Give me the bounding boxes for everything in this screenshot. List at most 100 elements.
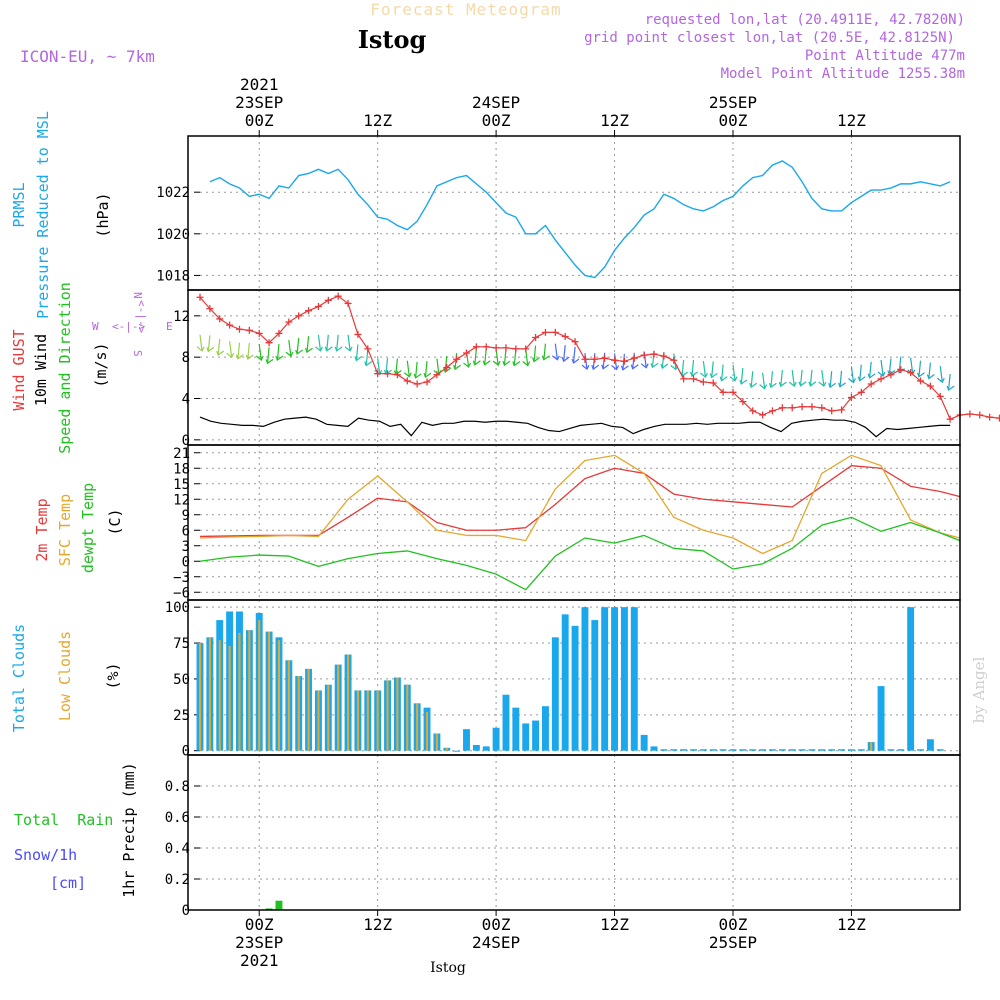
wind-direction-arrowhead — [650, 362, 659, 369]
wind-gust-marker — [255, 329, 263, 337]
compass-w: W — [92, 320, 99, 333]
cloud-bar-total — [857, 749, 865, 751]
wind-gust-line — [199, 295, 1000, 420]
wind-direction-arrowhead — [916, 372, 925, 378]
panel-wind: 0 4 8 12 — [173, 289, 1000, 449]
wind-direction-arrowhead — [275, 355, 284, 362]
wind-unit: (m/s) — [92, 342, 110, 387]
wind-gust-marker — [976, 411, 984, 419]
wind-direction-arrowhead — [245, 354, 254, 360]
location-title: Istog — [358, 25, 427, 54]
wind-direction-arrowhead — [344, 346, 353, 352]
wind-direction-arrowhead — [472, 360, 481, 366]
wind-gust-marker — [295, 312, 303, 320]
wind-gust-marker — [828, 407, 836, 415]
wind-direction-arrowhead — [877, 371, 886, 377]
wind-gust-marker — [413, 380, 421, 388]
wind-gust-marker — [561, 333, 569, 340]
wind-direction-arrow — [207, 335, 211, 352]
wind-gust-marker — [265, 339, 273, 347]
y-tick-label: 15 — [173, 477, 190, 493]
wind-direction-arrowhead — [630, 364, 639, 370]
wind-gust-marker — [749, 407, 757, 415]
wind-gust-marker — [314, 303, 322, 311]
wind-direction-arrowhead — [837, 382, 846, 388]
wind-direction-arrowhead — [788, 381, 797, 388]
cloud-bar-low — [258, 620, 261, 751]
temp-line-0 — [199, 465, 961, 538]
cloud-bar-total — [828, 749, 836, 751]
time-label: 25SEP — [709, 93, 757, 112]
wind-direction-arrow — [406, 360, 410, 377]
wind-gust-marker — [591, 355, 599, 363]
y-tick-label: 0.6 — [165, 810, 190, 826]
cloud-bar-low — [347, 654, 350, 751]
wind-gust-marker — [640, 351, 648, 359]
wind-direction-arrow — [543, 343, 547, 360]
cloud-bar-low — [366, 690, 369, 751]
requested-coords: requested lon,lat (20.4911E, 42.7820N) — [645, 12, 965, 28]
cloud-bar-total — [680, 749, 688, 751]
y-tick-label: 25 — [173, 708, 190, 724]
wind-gust-marker — [423, 378, 431, 386]
wind-direction-arrow — [869, 361, 872, 378]
cloud-bar-low — [386, 680, 389, 751]
y-tick-label: 21 — [173, 446, 190, 462]
wind-direction-arrow — [681, 359, 685, 377]
wind-gust-marker — [245, 326, 253, 334]
wind-gust-marker — [305, 307, 313, 315]
wind-direction-arrow — [503, 349, 507, 366]
wind-gust-marker — [206, 305, 214, 313]
cloud-bar-total — [591, 620, 599, 751]
cloud-bar-total — [551, 637, 559, 751]
wind-gust-marker — [571, 338, 579, 346]
y-tick-label: 12 — [173, 309, 190, 325]
wind-gust-marker — [541, 328, 549, 336]
time-label: 12Z — [363, 915, 392, 934]
wind-direction-arrowhead — [551, 355, 560, 361]
wind-direction-arrowhead — [206, 346, 215, 353]
wind-gust-marker — [926, 382, 934, 390]
wind-direction-arrowhead — [492, 360, 501, 367]
time-label: 00Z — [719, 915, 748, 934]
wind-direction-arrowhead — [660, 363, 669, 369]
wind-direction-arrow — [484, 348, 487, 365]
wind-direction-arrowhead — [640, 363, 649, 369]
wind-direction-arrow — [414, 361, 418, 378]
temp-label-sfc: SFC Temp — [56, 494, 74, 566]
wind-direction-arrowhead — [611, 365, 620, 371]
compass-rose: W <-|-> E <-|-> N S — [92, 292, 173, 357]
wind-gust-marker — [808, 403, 816, 411]
cloud-bar-total — [581, 607, 589, 751]
cloud-bar-low — [356, 690, 359, 751]
time-label: 00Z — [245, 111, 274, 130]
cloud-bar-total — [690, 749, 697, 751]
cloud-bar-low — [327, 684, 330, 751]
wind-gust-marker — [907, 369, 915, 377]
cloud-bar-low — [238, 633, 241, 751]
wind-direction-arrowhead — [601, 364, 610, 370]
cloud-bar-total — [907, 607, 915, 751]
wind-direction-arrow — [474, 348, 477, 365]
wind-direction-arrow — [720, 364, 724, 381]
wind-direction-arrow — [613, 353, 618, 370]
wind-direction-arrow — [770, 371, 774, 388]
wind-gust-marker — [522, 345, 530, 353]
time-label: 12Z — [837, 111, 866, 130]
cloud-bar-total — [838, 749, 846, 751]
cloud-unit: (%) — [104, 662, 122, 689]
precip-label-cm: [cm] — [50, 874, 86, 892]
wind-direction-arrow — [829, 371, 833, 388]
cloud-bar-total — [719, 749, 727, 751]
wind-direction-arrow — [918, 360, 922, 377]
wind-direction-arrow — [809, 369, 813, 386]
precip-label-snow: Snow/1h — [14, 846, 77, 864]
cloud-bar-total — [611, 607, 618, 751]
cloud-bar-low — [337, 664, 340, 751]
precip-bar — [265, 908, 273, 910]
wind-gust-marker — [670, 356, 678, 364]
cloud-bar-total — [463, 729, 470, 751]
wind-direction-arrow — [740, 367, 744, 385]
